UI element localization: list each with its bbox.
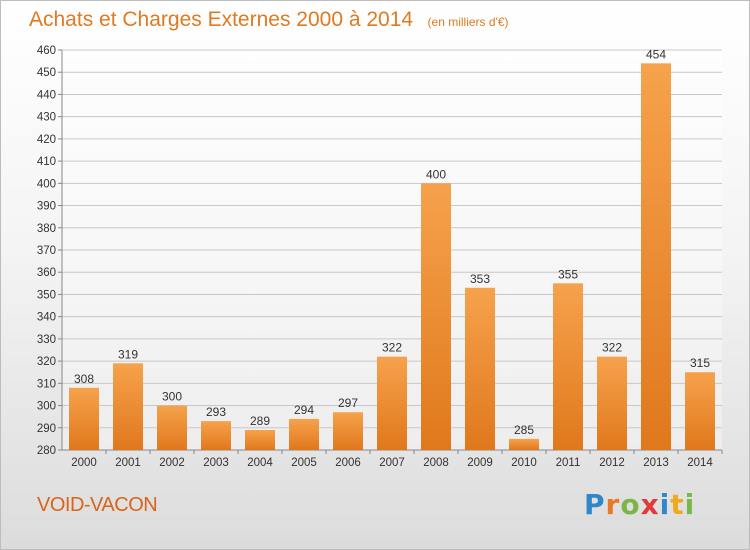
data-label: 400	[426, 167, 446, 181]
proxiti-logo: Proxiti	[584, 488, 695, 521]
bar	[685, 372, 715, 450]
chart-unit: (en milliers d'€)	[427, 15, 509, 29]
data-label: 294	[294, 403, 314, 417]
x-tick-label: 2002	[159, 457, 185, 469]
x-tick-label: 2008	[423, 457, 449, 469]
logo-letter: o	[620, 488, 641, 521]
x-tick-label: 2000	[71, 457, 97, 469]
y-tick-label: 310	[37, 378, 56, 390]
data-label: 289	[250, 414, 270, 428]
y-tick-label: 340	[37, 312, 56, 324]
logo-letter: i	[659, 488, 671, 521]
y-tick-label: 460	[37, 45, 56, 57]
x-tick-label: 2007	[379, 457, 405, 469]
bar	[377, 356, 407, 450]
y-tick-label: 370	[37, 245, 56, 257]
y-tick-label: 440	[37, 89, 56, 101]
x-tick-label: 2005	[291, 457, 317, 469]
bar	[289, 418, 319, 450]
bar	[597, 356, 627, 450]
bar	[113, 363, 143, 450]
x-tick-label: 2012	[599, 457, 625, 469]
bar	[201, 421, 231, 450]
y-tick-label: 390	[37, 201, 56, 213]
bar	[157, 405, 187, 450]
logo-letter: x	[640, 488, 660, 521]
bar	[465, 287, 495, 450]
chart-title: Achats et Charges Externes 2000 à 2014	[29, 8, 414, 31]
data-label: 300	[162, 390, 182, 404]
chart-title-block: Achats et Charges Externes 2000 à 2014 (…	[29, 8, 509, 32]
y-tick-label: 330	[37, 334, 56, 346]
data-label: 322	[602, 341, 622, 355]
data-label: 315	[690, 356, 710, 370]
bar	[421, 183, 451, 451]
data-label: 353	[470, 272, 490, 286]
x-tick-label: 2001	[115, 457, 141, 469]
x-tick-label: 2006	[335, 457, 361, 469]
data-label: 308	[74, 372, 94, 386]
logo-letter: r	[605, 488, 621, 521]
y-tick-label: 280	[37, 445, 56, 457]
bar	[553, 283, 583, 450]
y-tick-label: 360	[37, 267, 56, 279]
x-tick-label: 2004	[247, 457, 273, 469]
x-tick-label: 2011	[556, 457, 581, 469]
data-label: 293	[206, 405, 226, 419]
bar	[333, 412, 363, 450]
data-label: 355	[558, 267, 578, 281]
y-tick-label: 300	[37, 401, 56, 413]
y-tick-label: 430	[37, 112, 56, 124]
x-tick-label: 2009	[467, 457, 493, 469]
y-tick-label: 420	[37, 134, 56, 146]
y-tick-label: 290	[37, 423, 56, 435]
x-tick-label: 2003	[203, 457, 229, 469]
y-tick-label: 320	[37, 356, 56, 368]
x-tick-label: 2014	[687, 457, 713, 469]
y-tick-label: 350	[37, 289, 56, 301]
x-tick-label: 2010	[511, 457, 537, 469]
x-tick-label: 2013	[643, 457, 669, 469]
logo-letter: t	[670, 488, 685, 521]
data-label: 454	[646, 47, 666, 61]
y-tick-label: 410	[37, 156, 56, 168]
y-tick-label: 450	[37, 67, 56, 79]
y-tick-label: 400	[37, 178, 56, 190]
y-tick-label: 380	[37, 223, 56, 235]
bar	[245, 430, 275, 450]
bar	[509, 438, 539, 450]
logo-letter: P	[584, 488, 606, 521]
data-label: 322	[382, 341, 402, 355]
logo-letter: i	[684, 488, 696, 521]
commune-name: VOID-VACON	[37, 494, 158, 516]
data-label: 319	[118, 347, 138, 361]
data-label: 297	[338, 396, 358, 410]
bar	[641, 63, 671, 450]
bar	[69, 387, 99, 450]
data-label: 285	[514, 423, 534, 437]
